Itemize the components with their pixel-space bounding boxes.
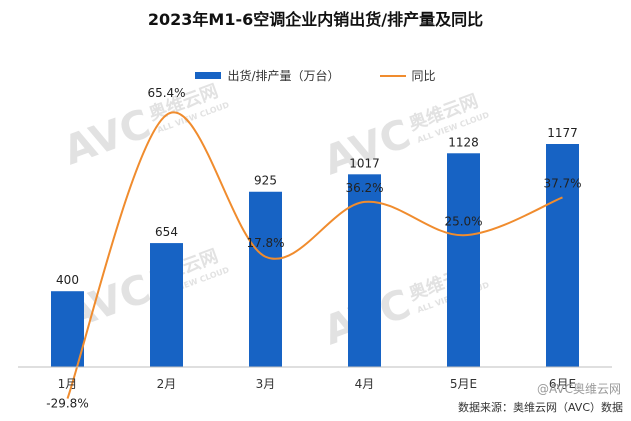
legend-item-bar: 出货/排产量（万台） <box>195 67 340 84</box>
watermark-brand: AVC <box>318 111 417 185</box>
bar-value-label: 1128 <box>448 135 479 149</box>
legend-line-swatch <box>379 74 406 77</box>
labels-layer: 400 654 925 1017 1128 1177 -29.8% 65.4% 17.8% 36.… <box>46 86 581 411</box>
x-tick-label: 4月 <box>355 377 375 391</box>
legend-line-label: 同比 <box>411 69 436 83</box>
watermark-brand: AVC <box>58 101 157 175</box>
bar <box>51 291 84 367</box>
x-tick-label: 2月 <box>157 377 177 391</box>
line-value-label: 37.7% <box>543 176 581 190</box>
line-value-label: 36.2% <box>345 181 383 195</box>
bar-value-label: 400 <box>56 273 79 287</box>
bar <box>546 144 579 367</box>
bar-value-label: 654 <box>155 225 178 239</box>
bars-layer <box>51 144 579 367</box>
credit-watermark: @AVC奥维云网 <box>536 382 621 396</box>
chart-title: 2023年M1-6空调企业内销出货/排产量及同比 <box>147 10 484 29</box>
legend-bar-label: 出货/排产量（万台） <box>227 69 340 83</box>
x-tick-label: 1月 <box>58 377 78 391</box>
line-value-label: 25.0% <box>444 214 482 228</box>
bar-value-label: 1177 <box>547 126 578 140</box>
line-value-label: 17.8% <box>246 236 284 250</box>
legend-item-line: 同比 <box>379 67 436 84</box>
legend-bar-swatch <box>195 72 222 79</box>
legend: 出货/排产量（万台） 同比 <box>0 67 631 84</box>
line-layer <box>66 111 563 399</box>
x-tick-label: 3月 <box>256 377 276 391</box>
watermark-3: AVC 奥维云网 ALL VIEW CLOUD <box>58 245 231 340</box>
bar-value-label: 1017 <box>349 156 380 170</box>
bar-value-label: 925 <box>254 174 277 188</box>
yoy-line <box>66 111 563 399</box>
x-tick-label: 6月E <box>549 377 576 391</box>
line-value-label: -29.8% <box>46 397 88 411</box>
source-note: 数据来源：奥维云网（AVC）数据 <box>457 401 623 414</box>
bar <box>249 191 282 367</box>
bar <box>150 243 183 367</box>
bar <box>447 153 480 367</box>
line-value-label: 65.4% <box>147 86 185 100</box>
watermark-1: AVC 奥维云网 ALL VIEW CLOUD <box>58 80 231 175</box>
x-ticks-layer: 1月 2月 3月 4月 5月E 6月E <box>58 377 576 391</box>
x-tick-label: 5月E <box>450 377 477 391</box>
bar <box>348 174 381 367</box>
